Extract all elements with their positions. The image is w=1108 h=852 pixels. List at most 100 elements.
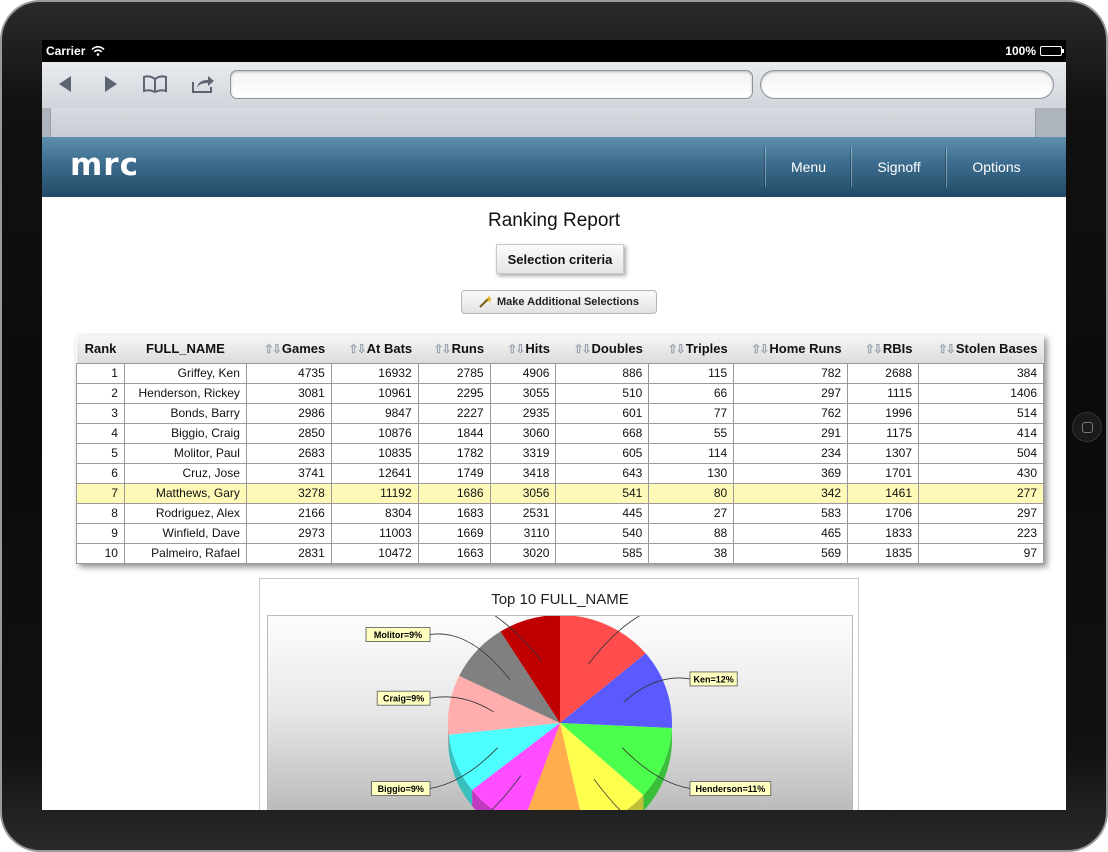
pie-slice[interactable]	[448, 675, 560, 735]
col-header-games[interactable]: ⇧⇩ Games	[246, 335, 332, 364]
tab-active[interactable]	[50, 108, 1036, 137]
sort-arrows-icon[interactable]: ⇧⇩	[937, 342, 956, 357]
col-header-rbis[interactable]: ⇧⇩ RBIs	[847, 335, 919, 364]
col-header-runs[interactable]: ⇧⇩ Runs	[418, 335, 491, 364]
rank-cell: 9	[76, 522, 125, 544]
col-header-home-runs[interactable]: ⇧⇩ Home Runs	[733, 335, 848, 364]
rank-cell: 6	[76, 462, 125, 484]
col-header-at-bats[interactable]: ⇧⇩ At Bats	[331, 335, 419, 364]
url-bar[interactable]	[230, 70, 753, 99]
rank-cell: 3	[76, 402, 125, 424]
pie-slice[interactable]	[522, 723, 584, 810]
sort-arrows-icon[interactable]: ⇧⇩	[433, 342, 451, 357]
stat-cell: 277	[918, 482, 1044, 504]
selection-criteria-button[interactable]: Selection criteria	[496, 244, 624, 274]
col-header-rank[interactable]: Rank	[76, 335, 125, 364]
nav-signoff-button[interactable]: Signoff	[851, 147, 946, 187]
pie-leader-line	[588, 616, 641, 665]
pie-leader-line	[490, 775, 522, 810]
sort-arrows-icon[interactable]: ⇧⇩	[348, 342, 367, 357]
pie-slice[interactable]	[448, 723, 560, 790]
make-additional-selections-button[interactable]: Make Additional Selections	[461, 290, 657, 314]
sort-arrows-icon[interactable]: ⇧⇩	[667, 342, 686, 357]
table-row[interactable]: 6 Cruz, Jose 3741 12641 1749 3418 643 130 369 170…	[76, 462, 1044, 484]
pie-slice[interactable]	[459, 631, 560, 723]
pie-slice[interactable]	[560, 653, 672, 729]
stat-cell: 2295	[417, 382, 491, 404]
forward-icon[interactable]	[98, 72, 124, 96]
name-cell: Palmeiro, Rafael	[123, 542, 247, 564]
rank-cell: 5	[76, 442, 125, 464]
pie-slice[interactable]	[560, 723, 672, 796]
back-icon[interactable]	[52, 72, 78, 96]
stat-cell: 762	[733, 402, 849, 424]
col-header-full-name[interactable]: FULL_NAME	[124, 335, 247, 364]
col-header-hits[interactable]: ⇧⇩ Hits	[490, 335, 556, 364]
share-icon[interactable]	[190, 72, 216, 96]
stat-cell: 12641	[330, 462, 419, 484]
col-header-stolen-bases[interactable]: ⇧⇩ Stolen Bases	[918, 335, 1044, 364]
pie-slice[interactable]	[560, 723, 644, 810]
stat-cell: 8304	[330, 502, 419, 524]
table-row[interactable]: 10 Palmeiro, Rafael 2831 10472 1663 3020 585 38…	[76, 542, 1044, 564]
stat-cell: 569	[733, 542, 849, 564]
pie-slice[interactable]	[500, 616, 560, 723]
table-row[interactable]: 9 Winfield, Dave 2973 11003 1669 3110 540 88 465…	[76, 522, 1044, 544]
stat-cell: 601	[555, 402, 650, 424]
stat-cell: 88	[648, 522, 735, 544]
stat-cell: 414	[918, 422, 1044, 444]
search-bar[interactable]	[760, 70, 1054, 99]
stat-cell: 1996	[847, 402, 919, 424]
stat-cell: 1706	[847, 502, 919, 524]
stat-cell: 1844	[417, 422, 491, 444]
screen: Carrier 100% mrc Menu	[42, 40, 1066, 810]
table-row[interactable]: 5 Molitor, Paul 2683 10835 1782 3319 605 114 234…	[76, 442, 1044, 464]
stat-cell: 3741	[245, 462, 332, 484]
sort-arrows-icon[interactable]: ⇧⇩	[751, 342, 769, 357]
pie-slice-label: Ken=12%	[693, 674, 733, 684]
table-row[interactable]: 1 Griffey, Ken 4735 16932 2785 4906 886 115 782 2…	[76, 362, 1044, 384]
table-row[interactable]: 8 Rodriguez, Alex 2166 8304 1683 2531 445 27 583…	[76, 502, 1044, 524]
sort-arrows-icon[interactable]: ⇧⇩	[507, 342, 525, 357]
stat-cell: 2785	[417, 362, 491, 384]
nav-menu-button[interactable]: Menu	[765, 147, 851, 187]
stat-cell: 510	[555, 382, 650, 404]
pie-slice[interactable]	[472, 723, 560, 810]
rank-cell: 1	[76, 362, 125, 384]
table-row[interactable]: 7 Matthews, Gary 3278 11192 1686 3056 541 80 342…	[76, 482, 1044, 504]
sort-arrows-icon[interactable]: ⇧⇩	[864, 342, 883, 357]
sort-arrows-icon[interactable]: ⇧⇩	[263, 342, 282, 357]
wifi-icon	[91, 46, 105, 56]
stat-cell: 504	[918, 442, 1044, 464]
nav-options-button[interactable]: Options	[946, 147, 1046, 187]
pie-slice-side	[626, 795, 644, 810]
stat-cell: 10835	[330, 442, 419, 464]
stat-cell: 55	[648, 422, 735, 444]
pie-leader-line	[429, 633, 511, 680]
table-header-row: Rank FULL_NAME ⇧⇩ Games ⇧⇩ At Bats ⇧⇩ Runs …	[76, 335, 1044, 364]
rank-cell: 2	[76, 382, 125, 404]
pie-slice-label: Biggio=9%	[378, 784, 424, 794]
stat-cell: 585	[555, 542, 650, 564]
table-row[interactable]: 2 Henderson, Rickey 3081 10961 2295 3055 510 66…	[76, 382, 1044, 404]
stat-cell: 234	[733, 442, 849, 464]
stat-cell: 2973	[245, 522, 332, 544]
stat-cell: 1686	[417, 482, 491, 504]
col-header-doubles[interactable]: ⇧⇩ Doubles	[555, 335, 649, 364]
bookmarks-icon[interactable]	[142, 72, 168, 96]
sort-arrows-icon[interactable]: ⇧⇩	[573, 342, 591, 357]
stat-cell: 3020	[489, 542, 557, 564]
table-row[interactable]: 3 Bonds, Barry 2986 9847 2227 2935 601 77 762 199…	[76, 402, 1044, 424]
stat-cell: 2227	[417, 402, 491, 424]
pie-plot-area: Griffey=14%Ken=12%Henderson=11%Rickey=10…	[267, 615, 853, 810]
stat-cell: 2688	[847, 362, 919, 384]
stat-cell: 297	[733, 382, 849, 404]
pie-slice[interactable]	[560, 616, 646, 723]
stat-cell: 540	[555, 522, 650, 544]
stat-cell: 3278	[245, 482, 332, 504]
home-button[interactable]	[1072, 412, 1102, 442]
stat-cell: 1669	[417, 522, 491, 544]
col-header-triples[interactable]: ⇧⇩ Triples	[648, 335, 734, 364]
table-row[interactable]: 4 Biggio, Craig 2850 10876 1844 3060 668 55 291 1…	[76, 422, 1044, 444]
stat-cell: 1663	[417, 542, 491, 564]
